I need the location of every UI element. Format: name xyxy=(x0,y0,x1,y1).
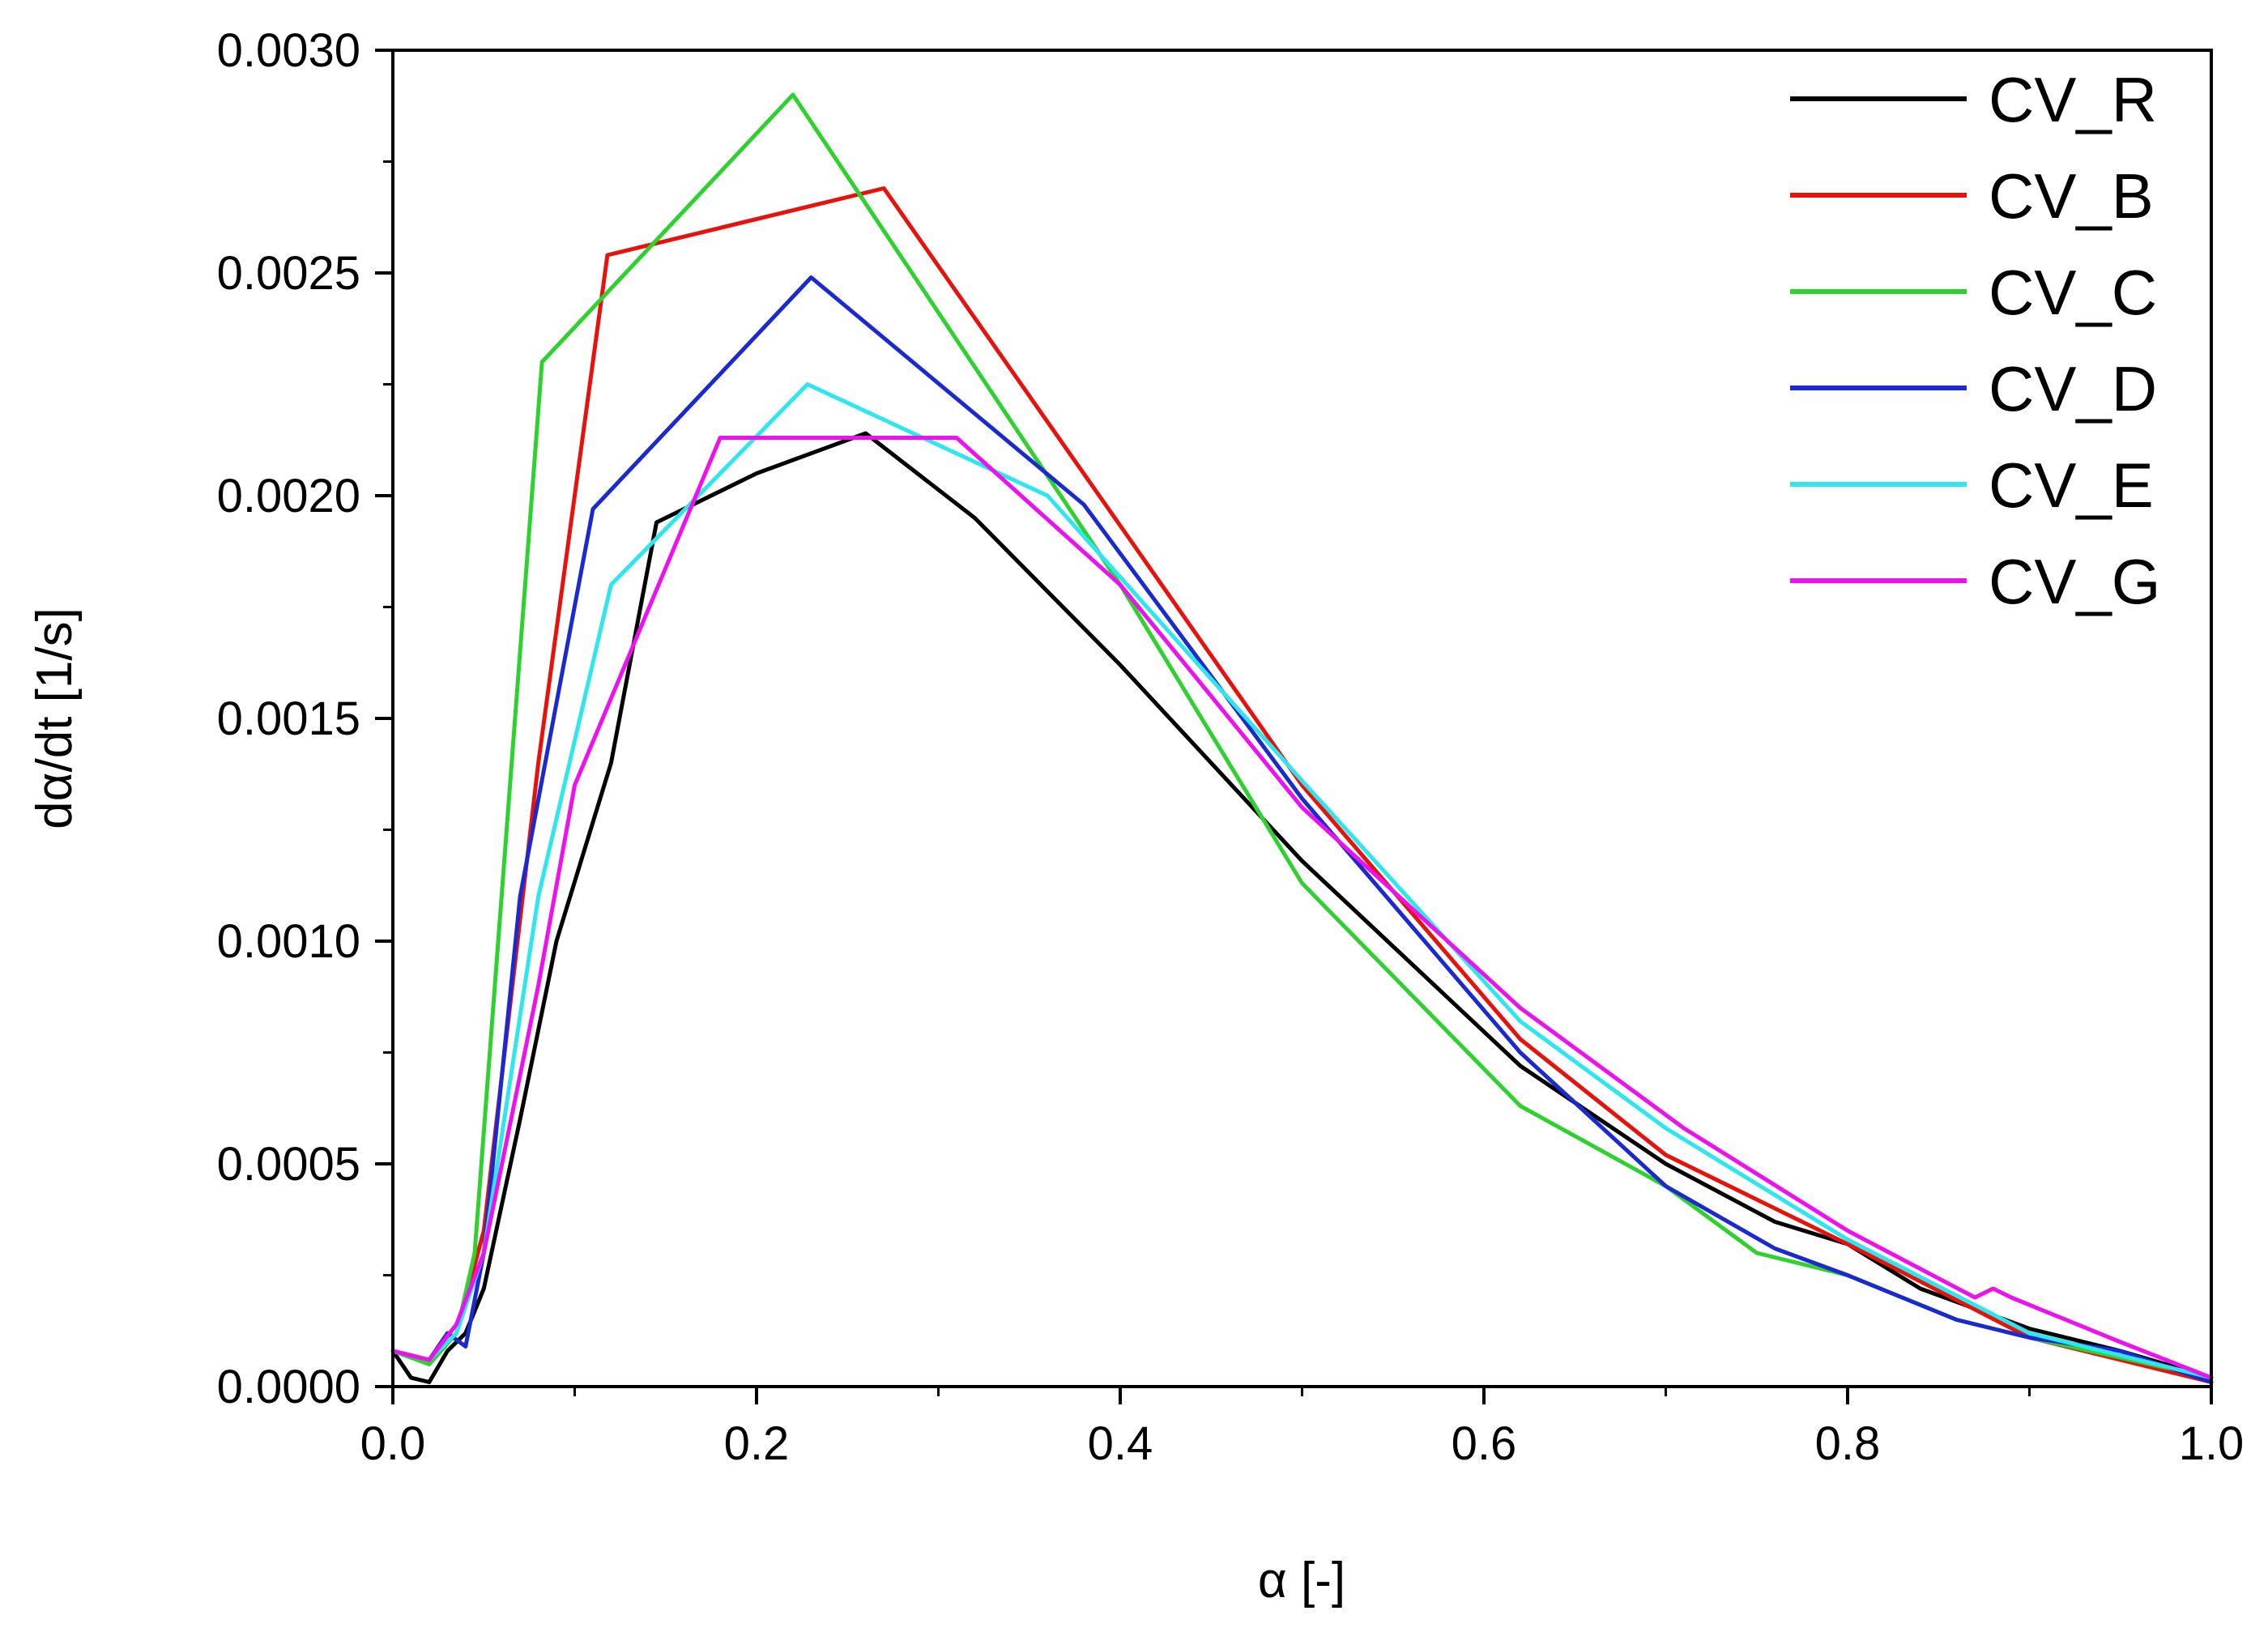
legend-label: CV_E xyxy=(1989,450,2154,521)
x-tick-label: 1.0 xyxy=(2179,1417,2245,1470)
y-tick-label: 0.0015 xyxy=(217,692,360,745)
series-line-cv-c xyxy=(390,92,2214,1380)
legend-label: CV_C xyxy=(1989,257,2157,328)
y-tick-label: 0.0030 xyxy=(217,24,360,77)
series-line-cv-e xyxy=(390,382,2214,1380)
series-layer xyxy=(390,92,2214,1384)
x-tick-label: 0.2 xyxy=(724,1417,790,1470)
legend-label: CV_D xyxy=(1989,353,2157,424)
x-tick-label: 0.8 xyxy=(1815,1417,1881,1470)
y-axis-title: dα/dt [1/s] xyxy=(27,607,83,829)
x-tick-label: 0.6 xyxy=(1452,1417,1517,1470)
series-line-cv-r xyxy=(390,431,2214,1384)
legend: CV_R CV_B CV_C CV_D CV_E CV_G xyxy=(1790,64,2160,617)
y-tick-label: 0.0010 xyxy=(217,915,360,968)
plot-frame xyxy=(391,49,2213,1388)
y-tick-label: 0.0000 xyxy=(217,1361,360,1413)
ticks-layer: 0.0 0.2 0.4 0.6 0.8 1.0 0.0000 0.0005 0.0010 0.00… xyxy=(217,24,2245,1470)
series-line-cv-g xyxy=(390,436,2214,1380)
series-line-cv-b xyxy=(390,186,2214,1384)
x-tick-label: 0.0 xyxy=(360,1417,426,1470)
legend-label: CV_B xyxy=(1989,160,2154,232)
x-tick-label: 0.4 xyxy=(1088,1417,1153,1470)
legend-label: CV_G xyxy=(1989,546,2160,617)
legend-label: CV_R xyxy=(1989,64,2157,135)
y-tick-label: 0.0020 xyxy=(217,470,360,522)
y-tick-label: 0.0025 xyxy=(217,247,360,300)
y-tick-label: 0.0005 xyxy=(217,1138,360,1191)
series-line-cv-d xyxy=(390,275,2214,1384)
x-axis-title: α [-] xyxy=(1258,1553,1345,1609)
